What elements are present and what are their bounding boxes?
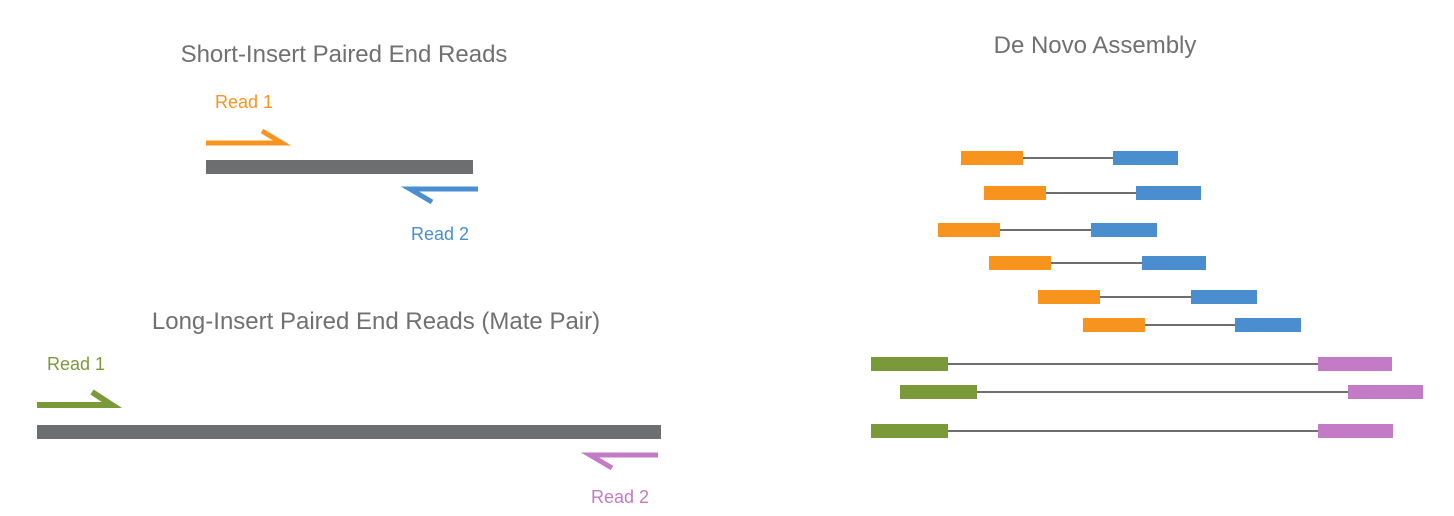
read2-segment <box>1142 256 1206 270</box>
assembly-short-pair <box>961 151 1178 165</box>
assembly-mate-pair <box>871 424 1393 438</box>
read2-segment <box>1318 424 1393 438</box>
long-read2-label: Read 2 <box>591 487 649 507</box>
read2-segment <box>1348 385 1423 399</box>
assembly-mate-pair <box>900 385 1423 399</box>
read2-segment <box>1318 357 1392 371</box>
read2-segment <box>1235 318 1301 332</box>
assembly-title: De Novo Assembly <box>994 32 1197 59</box>
read2-segment <box>1091 223 1157 237</box>
assembly-short-pair <box>989 256 1206 270</box>
long-insert-panel: Long-Insert Paired End Reads (Mate Pair)… <box>37 308 661 507</box>
assembly-panel: De Novo Assembly <box>871 32 1423 438</box>
short-read2-arrow <box>400 186 478 205</box>
read1-segment <box>989 256 1051 270</box>
read1-segment <box>984 186 1046 200</box>
read1-segment <box>871 424 948 438</box>
assembly-mate-pair <box>871 357 1392 371</box>
long-insert-title: Long-Insert Paired End Reads (Mate Pair) <box>152 308 600 335</box>
assembly-short-pair <box>938 223 1157 237</box>
read2-segment <box>1191 290 1257 304</box>
short-read2-label: Read 2 <box>411 224 469 244</box>
long-read1-arrow <box>37 389 123 408</box>
long-insert-fragment <box>37 425 661 439</box>
assembly-short-pair <box>984 186 1201 200</box>
read1-segment <box>1038 290 1100 304</box>
read2-segment <box>1136 186 1201 200</box>
assembly-short-pair <box>1038 290 1257 304</box>
short-insert-title: Short-Insert Paired End Reads <box>181 41 508 68</box>
read1-segment <box>938 223 1000 237</box>
read1-segment <box>961 151 1023 165</box>
read1-segment <box>1083 318 1145 332</box>
short-insert-panel: Short-Insert Paired End Reads Read 1 Rea… <box>181 41 508 244</box>
read1-segment <box>871 357 948 371</box>
read2-segment <box>1113 151 1178 165</box>
long-read1-label: Read 1 <box>47 354 105 374</box>
long-read2-arrow <box>580 452 658 471</box>
assembly-short-pair <box>1083 318 1301 332</box>
short-read1-label: Read 1 <box>215 92 273 112</box>
read1-segment <box>900 385 977 399</box>
short-insert-fragment <box>206 160 473 174</box>
short-read1-arrow <box>206 128 292 146</box>
